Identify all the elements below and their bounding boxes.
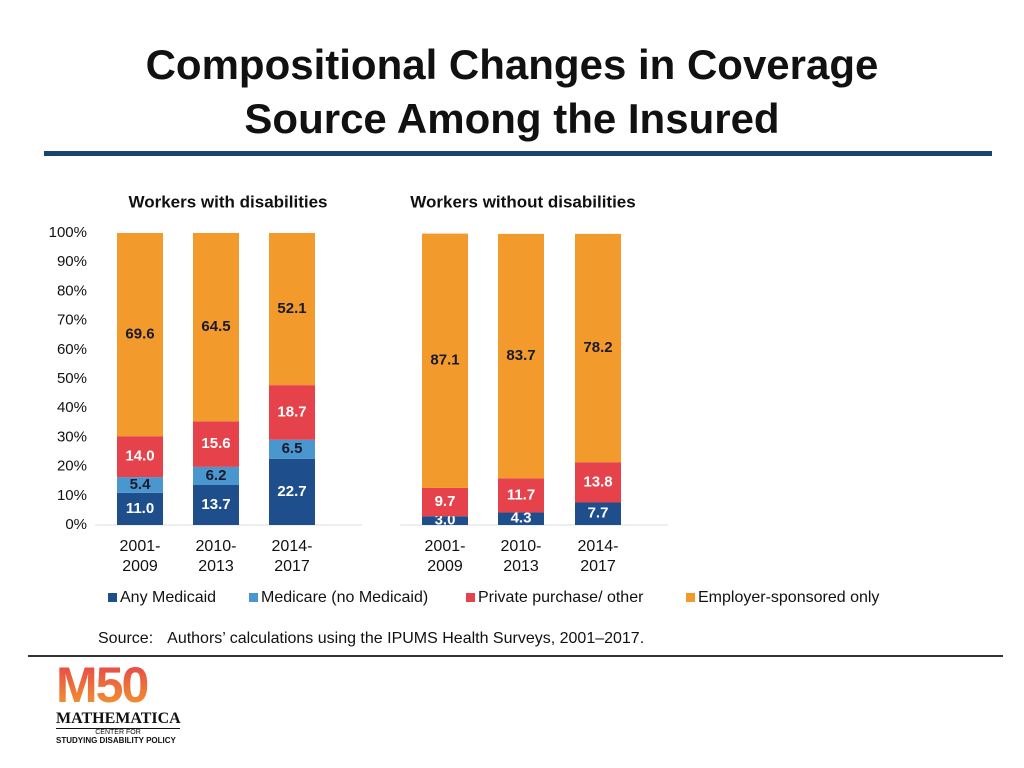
bar-segment (575, 502, 621, 525)
legend-label: Any Medicaid (120, 589, 216, 606)
logo-line: CENTER FOR (95, 729, 141, 736)
bar-segment (117, 492, 163, 525)
data-label: 11.7 (507, 486, 535, 503)
y-tick-label: 70% (57, 312, 87, 329)
data-label: 13.8 (583, 473, 612, 490)
bar-segment (117, 477, 163, 493)
bar-segment (117, 233, 163, 437)
data-label: 78.2 (583, 339, 612, 356)
data-label: 7.7 (588, 505, 609, 522)
y-tick-label: 60% (57, 341, 87, 358)
data-label: 14.0 (125, 448, 154, 465)
footer-rule (28, 655, 1003, 657)
legend-label: Employer-sponsored only (698, 589, 879, 606)
legend-swatch (686, 593, 695, 602)
logo: M50 MATHEMATICA CENTER FOR STUDYING DISA… (56, 660, 186, 745)
y-tick-label: 80% (57, 282, 87, 299)
data-label: 22.7 (277, 483, 306, 500)
data-label: 87.1 (430, 352, 459, 369)
data-label: 52.1 (277, 300, 306, 317)
source-label: Source: (98, 630, 154, 647)
bar-segment (575, 233, 621, 463)
bar-segment (575, 462, 621, 503)
y-tick-label: 30% (57, 428, 87, 445)
data-label: 11.0 (126, 500, 154, 517)
data-label: 9.7 (435, 493, 456, 510)
y-tick-label: 40% (57, 399, 87, 416)
panel-title: Workers without disabilities (410, 192, 635, 211)
bar-segment (498, 478, 544, 513)
panel-title: Workers with disabilities (128, 192, 327, 211)
bar-segment (422, 487, 468, 517)
bar-segment (498, 233, 544, 479)
x-tick-label: 2014-2017 (577, 538, 619, 575)
data-label: 64.5 (201, 318, 230, 335)
bar-segment (193, 421, 239, 467)
y-tick-label: 50% (57, 370, 87, 387)
bar-segment (193, 233, 239, 422)
x-tick-label: 2001-2009 (424, 538, 466, 575)
y-tick-label: 100% (49, 224, 87, 241)
bar-segment (269, 233, 315, 386)
bar-segment (269, 439, 315, 459)
y-tick-label: 0% (65, 516, 87, 533)
data-label: 6.2 (206, 467, 227, 484)
slide-title: Compositional Changes in Coverage Source… (145, 41, 879, 142)
y-tick-label: 20% (57, 458, 87, 475)
data-label: 13.7 (201, 496, 230, 513)
title-rule (44, 151, 992, 156)
bar-segment (422, 516, 468, 525)
data-label: 18.7 (277, 403, 306, 420)
data-label: 83.7 (506, 347, 535, 364)
data-label: 6.5 (282, 440, 303, 457)
bar-segment (269, 385, 315, 440)
bar-segment (269, 458, 315, 525)
legend-swatch (249, 593, 258, 602)
logo-name: MATHEMATICA (56, 710, 181, 729)
legend-swatch (466, 593, 475, 602)
y-tick-label: 90% (57, 253, 87, 270)
x-tick-label: 2010-2013 (195, 538, 237, 575)
bar-segment (193, 466, 239, 485)
data-label: 5.4 (130, 476, 152, 493)
data-label: 4.3 (511, 510, 532, 527)
legend-label: Private purchase/ other (478, 589, 644, 606)
bar-segment (498, 512, 544, 525)
x-tick-label: 2010-2013 (500, 538, 542, 575)
legend-label: Medicare (no Medicaid) (261, 589, 428, 606)
logo-line: STUDYING DISABILITY POLICY (56, 736, 176, 745)
data-label: 15.6 (201, 435, 230, 452)
source-text: Authors’ calculations using the IPUMS He… (167, 630, 645, 647)
logo-mark: M50 (56, 660, 186, 710)
bar-segment (117, 436, 163, 478)
bar-segment (422, 233, 468, 488)
bar-segment (193, 484, 239, 525)
y-tick-label: 10% (57, 487, 87, 504)
data-label: 69.6 (125, 326, 154, 343)
legend-swatch (108, 593, 117, 602)
x-tick-label: 2014-2017 (271, 538, 313, 575)
source-note: Source: Authors’ calculations using the I… (98, 630, 644, 648)
x-tick-label: 2001-2009 (119, 538, 161, 575)
